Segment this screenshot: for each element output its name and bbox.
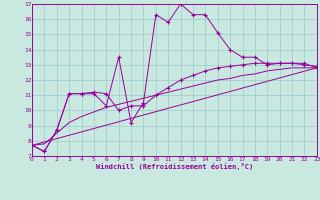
X-axis label: Windchill (Refroidissement éolien,°C): Windchill (Refroidissement éolien,°C) [96, 163, 253, 170]
